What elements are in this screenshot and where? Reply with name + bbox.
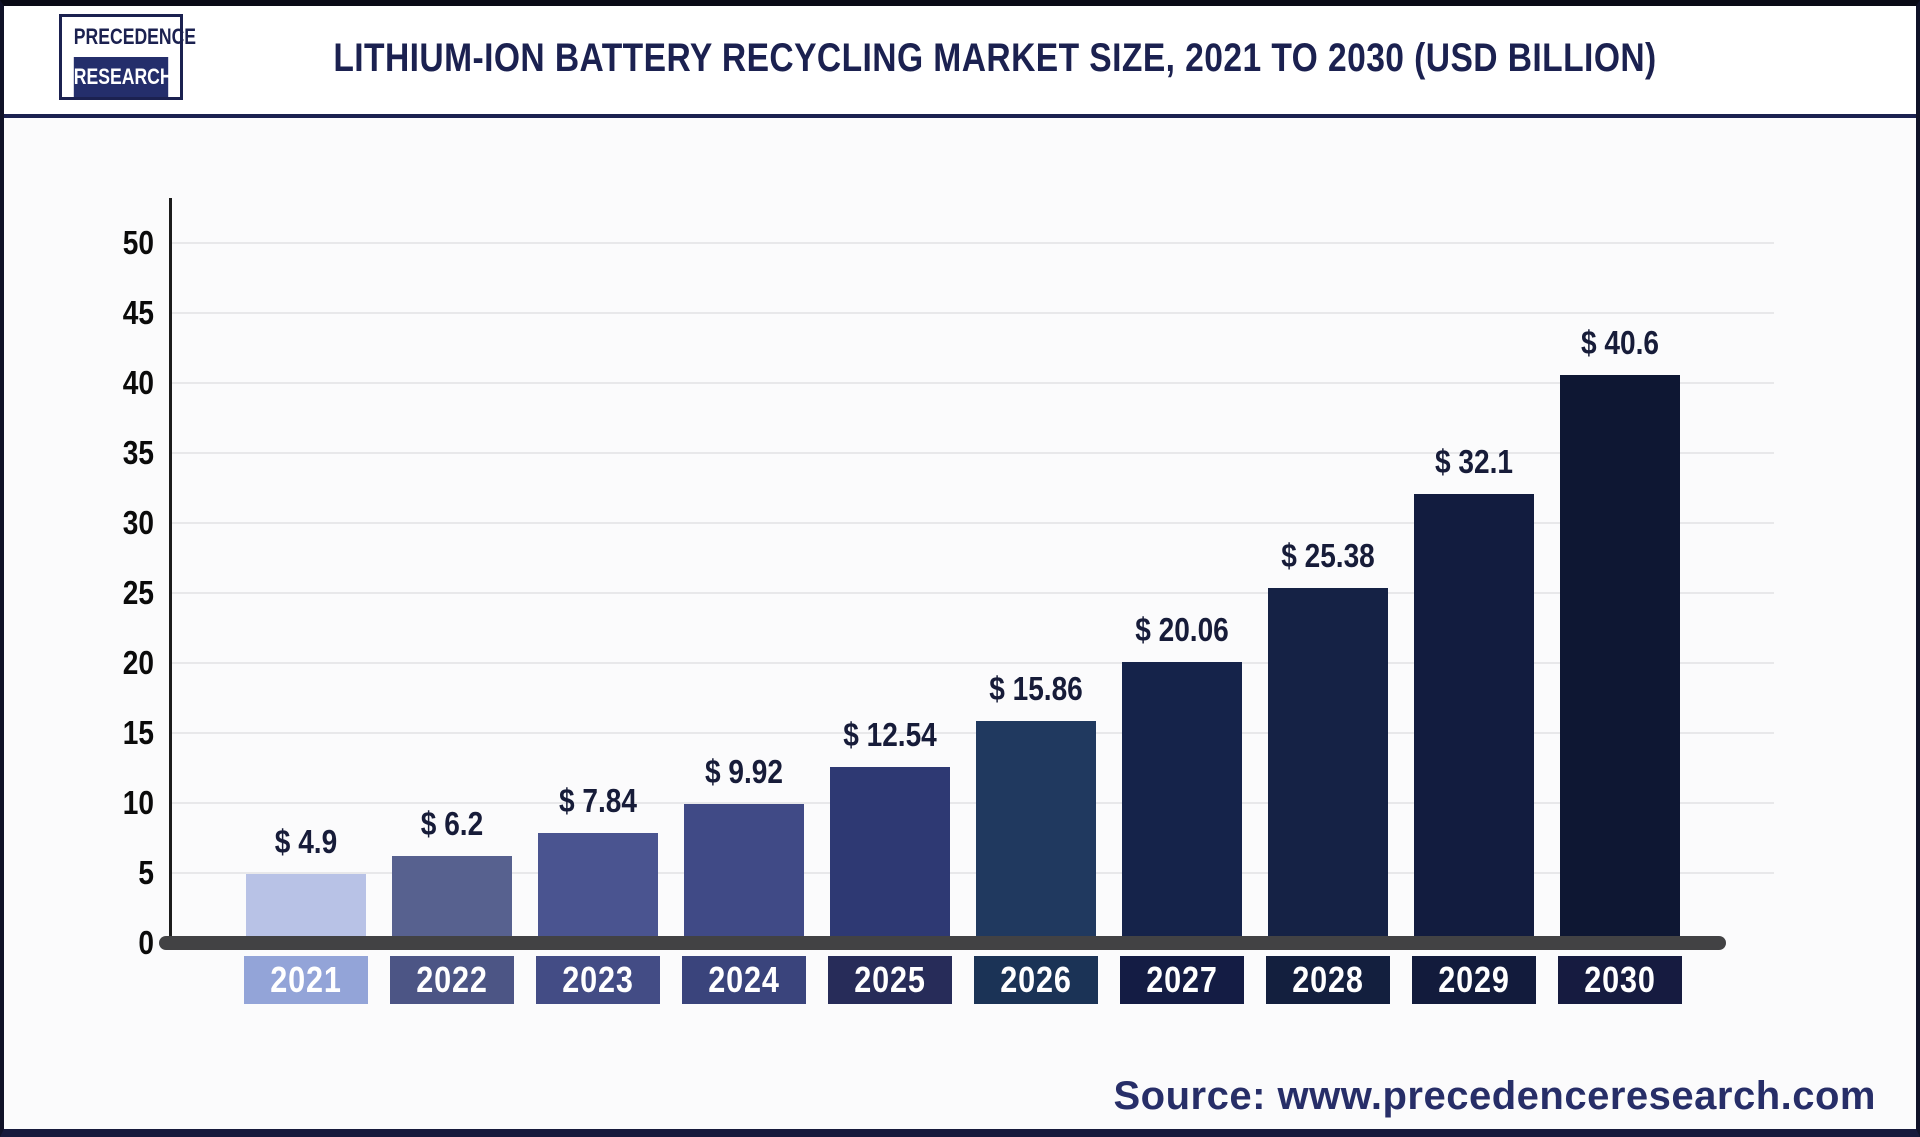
year-label-text-2025: 2025 — [854, 959, 926, 1000]
bar-chart: 0 5 10 15 20 25 30 35 40 45 50 $ 4.9 2021 $ 6.2 2022 $ … — [4, 6, 1916, 1129]
bar-value-label-2021: $ 4.9 — [274, 823, 338, 860]
year-label-text-2027: 2027 — [1146, 959, 1218, 1000]
y-axis-label-35: 35 — [122, 434, 154, 471]
year-label-2027: 2027 — [1120, 956, 1244, 1004]
bar-value-label-2023: $ 7.84 — [559, 782, 637, 819]
bar-value-label-2027: $ 20.06 — [1135, 611, 1229, 648]
bar-2027 — [1122, 662, 1242, 943]
y-axis-label-5: 5 — [138, 854, 154, 891]
year-label-2028: 2028 — [1266, 956, 1390, 1004]
bar-2023 — [538, 833, 658, 943]
bar-value-label-2029: $ 32.1 — [1435, 443, 1513, 480]
bar-value-label-2022: $ 6.2 — [420, 805, 484, 842]
year-label-2026: 2026 — [974, 956, 1098, 1004]
gridline-15 — [171, 732, 1774, 734]
year-label-text-2029: 2029 — [1438, 959, 1510, 1000]
year-label-text-2030: 2030 — [1584, 959, 1656, 1000]
gridline-10 — [171, 802, 1774, 804]
bar-2029 — [1414, 494, 1534, 943]
header: PRECEDENCE RESEARCH LITHIUM-ION BATTERY … — [4, 6, 1916, 114]
y-axis-label-10: 10 — [122, 784, 154, 821]
year-label-text-2021: 2021 — [270, 959, 342, 1000]
logo-research-text: RESEARCH — [73, 57, 173, 97]
gridline-25 — [171, 592, 1774, 594]
bar-2028 — [1268, 588, 1388, 943]
year-label-2023: 2023 — [536, 956, 660, 1004]
bar-2021 — [246, 874, 366, 943]
y-axis-label-20: 20 — [122, 644, 154, 681]
bar-value-label-2025: $ 12.54 — [843, 716, 937, 753]
year-label-text-2028: 2028 — [1292, 959, 1364, 1000]
precedence-research-logo: PRECEDENCE RESEARCH — [59, 14, 196, 100]
year-label-text-2026: 2026 — [1000, 959, 1072, 1000]
y-axis-label-25: 25 — [122, 574, 154, 611]
bar-value-label-2024: $ 9.92 — [705, 753, 783, 790]
y-axis-label-45: 45 — [122, 294, 154, 331]
year-label-2021: 2021 — [244, 956, 368, 1004]
gridline-35 — [171, 452, 1774, 454]
year-label-2030: 2030 — [1558, 956, 1682, 1004]
header-divider — [4, 114, 1916, 118]
y-axis-label-15: 15 — [122, 714, 154, 751]
gridline-20 — [171, 662, 1774, 664]
year-label-2029: 2029 — [1412, 956, 1536, 1004]
bar-value-label-2030: $ 40.6 — [1581, 324, 1659, 361]
year-label-text-2023: 2023 — [562, 959, 634, 1000]
year-label-2024: 2024 — [682, 956, 806, 1004]
bar-2026 — [976, 721, 1096, 943]
source-text: Source: www.precedenceresearch.com — [1113, 1074, 1876, 1118]
gridline-45 — [171, 312, 1774, 314]
bar-2025 — [830, 767, 950, 943]
bar-2024 — [684, 804, 804, 943]
gridline-50 — [171, 242, 1774, 244]
page-title: LITHIUM-ION BATTERY RECYCLING MARKET SIZ… — [333, 36, 1657, 80]
year-label-text-2024: 2024 — [708, 959, 780, 1000]
year-label-text-2022: 2022 — [416, 959, 488, 1000]
bar-2022 — [392, 856, 512, 943]
year-label-2025: 2025 — [828, 956, 952, 1004]
y-axis-label-50: 50 — [122, 224, 154, 261]
gridline-40 — [171, 382, 1774, 384]
y-axis-label-30: 30 — [122, 504, 154, 541]
y-axis-line — [169, 198, 172, 946]
x-axis-baseline — [159, 936, 1726, 950]
bar-value-label-2026: $ 15.86 — [989, 670, 1083, 707]
gridline-5 — [171, 872, 1774, 874]
y-axis-label-0: 0 — [138, 924, 154, 961]
bar-value-label-2028: $ 25.38 — [1281, 537, 1375, 574]
year-label-2022: 2022 — [390, 956, 514, 1004]
y-axis-label-40: 40 — [122, 364, 154, 401]
bar-2030 — [1560, 375, 1680, 943]
gridline-30 — [171, 522, 1774, 524]
